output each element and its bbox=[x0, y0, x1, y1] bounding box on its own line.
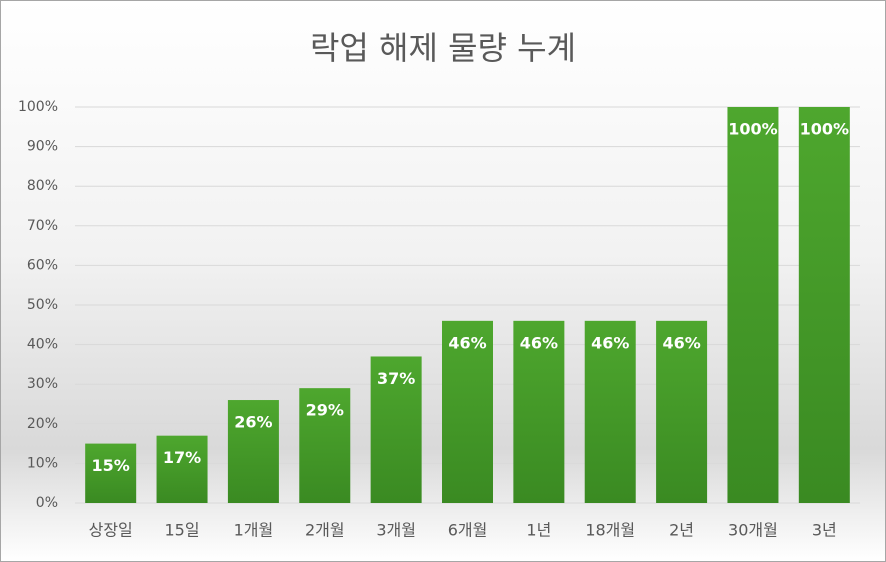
data-label: 46% bbox=[662, 333, 700, 352]
bar bbox=[227, 400, 279, 503]
data-label: 100% bbox=[800, 120, 849, 139]
x-tick-label: 2개월 bbox=[305, 521, 345, 540]
y-tick-label: 100% bbox=[18, 99, 58, 115]
data-label: 15% bbox=[92, 456, 130, 475]
x-tick-label: 1년 bbox=[526, 521, 551, 540]
data-label: 17% bbox=[163, 448, 201, 467]
bar bbox=[656, 320, 708, 503]
data-label: 46% bbox=[591, 333, 629, 352]
bar bbox=[513, 320, 565, 503]
x-tick-label: 6개월 bbox=[448, 521, 488, 540]
y-tick-label: 90% bbox=[27, 139, 58, 155]
y-tick-label: 80% bbox=[27, 178, 58, 194]
y-tick-label: 40% bbox=[27, 337, 58, 353]
data-label: 46% bbox=[520, 333, 558, 352]
bar bbox=[798, 107, 850, 503]
data-label: 37% bbox=[377, 369, 415, 388]
x-tick-label: 18개월 bbox=[585, 521, 635, 540]
y-tick-label: 50% bbox=[27, 297, 58, 313]
x-tick-label: 1개월 bbox=[234, 521, 274, 540]
y-tick-label: 0% bbox=[36, 495, 58, 511]
x-tick-label: 15일 bbox=[164, 521, 199, 540]
bar bbox=[156, 435, 208, 503]
bar bbox=[727, 107, 779, 503]
y-tick-label: 10% bbox=[27, 455, 58, 471]
y-tick-label: 60% bbox=[27, 257, 58, 273]
x-tick-label: 2년 bbox=[669, 521, 694, 540]
data-label: 100% bbox=[728, 120, 777, 139]
y-tick-label: 30% bbox=[27, 376, 58, 392]
data-label: 26% bbox=[234, 413, 272, 432]
bar bbox=[442, 320, 493, 503]
chart-title: 락업 해제 물량 누계 bbox=[310, 29, 576, 67]
x-tick-label: 3년 bbox=[812, 521, 837, 540]
y-tick-label: 20% bbox=[27, 416, 58, 432]
bar bbox=[299, 388, 351, 503]
x-tick-label: 30개월 bbox=[728, 521, 778, 540]
bar bbox=[85, 443, 137, 503]
x-tick-label: 3개월 bbox=[376, 521, 416, 540]
data-label: 46% bbox=[448, 333, 486, 352]
x-tick-label: 상장일 bbox=[89, 521, 133, 540]
y-tick-label: 70% bbox=[27, 218, 58, 234]
bar bbox=[584, 320, 636, 503]
bar bbox=[370, 356, 422, 503]
data-label: 29% bbox=[306, 401, 344, 420]
